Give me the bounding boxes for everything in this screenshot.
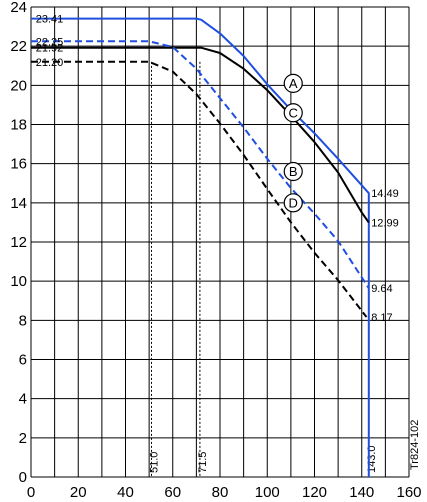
y-tick-label: 10 bbox=[10, 273, 27, 290]
figure-id: Tr824-102 bbox=[409, 420, 421, 470]
y-tick-label: 6 bbox=[19, 352, 27, 369]
y-tick-label: 20 bbox=[10, 77, 27, 94]
circle-label: C bbox=[289, 105, 298, 120]
x-tick-label: 140 bbox=[349, 484, 374, 501]
circle-marker bbox=[283, 103, 303, 123]
value-label: 22.25 bbox=[36, 36, 64, 48]
y-tick-label: 18 bbox=[10, 117, 27, 134]
y-tick-label: 14 bbox=[10, 195, 27, 212]
x-tick-label: 0 bbox=[27, 484, 35, 501]
y-tick-label: 24 bbox=[10, 0, 27, 16]
marker-label: 71.5 bbox=[197, 452, 209, 473]
circle-label: D bbox=[289, 195, 298, 210]
x-tick-label: 160 bbox=[396, 484, 421, 501]
series-line-d bbox=[31, 60, 368, 318]
value-label: 21.92 bbox=[36, 43, 64, 55]
marker-label: 143.0 bbox=[366, 445, 378, 473]
circle-marker bbox=[283, 73, 303, 93]
tick-labels: 0 20 40 60 80 100 120 140 1600246810121416182022… bbox=[10, 0, 421, 501]
x-tick-label: 40 bbox=[117, 484, 134, 501]
value-label: 21.20 bbox=[36, 57, 64, 69]
y-tick-label: 4 bbox=[19, 391, 27, 408]
grid bbox=[30, 6, 410, 478]
circle-marker bbox=[283, 161, 303, 182]
marker-label: 51.0 bbox=[148, 452, 160, 473]
circle-label: A bbox=[289, 76, 298, 91]
y-tick-label: 8 bbox=[19, 312, 27, 329]
x-tick-label: 120 bbox=[302, 484, 327, 501]
series-line-a bbox=[31, 17, 370, 477]
x-tick-label: 60 bbox=[164, 484, 181, 501]
circle-marker bbox=[283, 193, 303, 213]
y-tick-label: 22 bbox=[10, 38, 27, 55]
vertical-markers: 51.0 71.5 143.0 bbox=[148, 61, 378, 477]
x-tick-label: 80 bbox=[212, 484, 229, 501]
x-tick-label: 100 bbox=[255, 484, 280, 501]
series-line-c bbox=[31, 46, 370, 224]
circle-label: B bbox=[289, 164, 298, 179]
y-tick-label: 0 bbox=[19, 469, 27, 486]
y-tick-label: 16 bbox=[10, 156, 27, 173]
y-tick-label: 12 bbox=[10, 234, 27, 251]
value-label: 14.49 bbox=[371, 188, 399, 200]
series-lines bbox=[31, 17, 370, 477]
value-label: 9.64 bbox=[371, 283, 392, 295]
x-tick-label: 20 bbox=[70, 484, 87, 501]
y-tick-label: 2 bbox=[19, 430, 27, 447]
series-line-b bbox=[31, 40, 370, 289]
value-label: 12.99 bbox=[371, 218, 399, 230]
value-label: 23.41 bbox=[36, 14, 64, 26]
value-label: 8.17 bbox=[371, 312, 392, 324]
